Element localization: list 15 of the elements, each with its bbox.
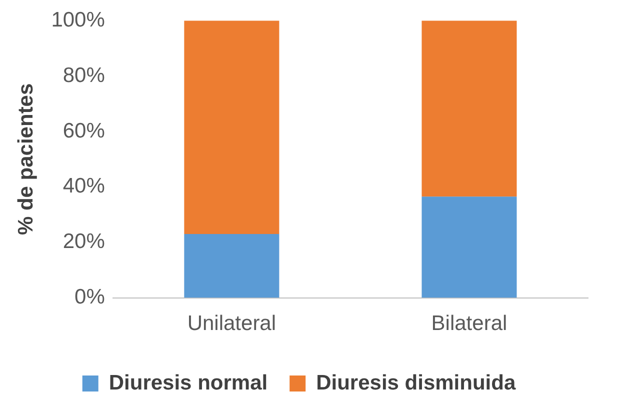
- bar: [184, 234, 280, 298]
- y-tick-label: 0%: [74, 286, 105, 309]
- y-axis-title: % de pacientes: [14, 83, 38, 236]
- legend-label: Diuresis normal: [108, 371, 268, 394]
- bar: [184, 20, 280, 234]
- legend-label: Diuresis disminuida: [316, 371, 516, 394]
- y-tick-label: 80%: [62, 64, 105, 87]
- x-tick-label: Bilateral: [431, 312, 508, 336]
- y-tick-label: 100%: [51, 8, 105, 32]
- y-tick-label: 40%: [62, 174, 105, 198]
- y-tick-label: 60%: [62, 119, 105, 142]
- x-tick-label: Unilateral: [187, 312, 276, 336]
- y-tick-label: 20%: [62, 230, 105, 254]
- bar: [422, 20, 517, 197]
- bar: [422, 196, 517, 298]
